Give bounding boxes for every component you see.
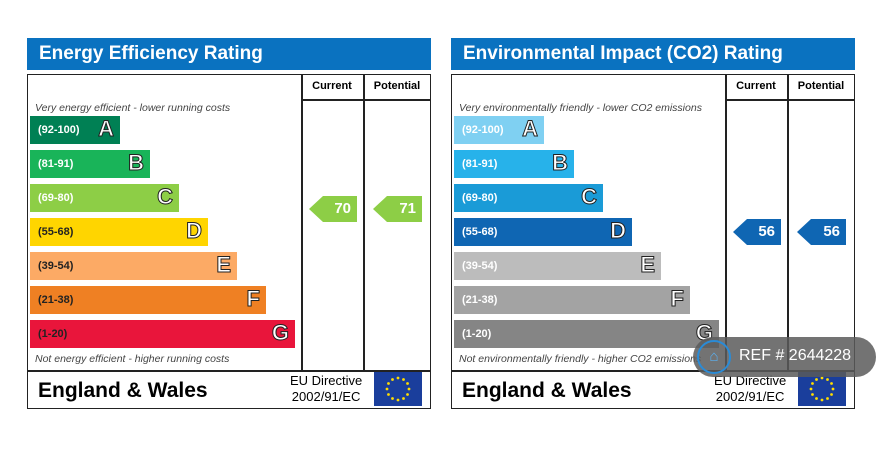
- band-range: (69-80): [38, 192, 74, 204]
- rating-table: Current Potential Very energy efficient …: [27, 74, 431, 409]
- ref-text: REF # 2644228: [739, 347, 852, 364]
- band-letter: A: [522, 116, 539, 142]
- potential-header: Potential: [373, 80, 421, 92]
- top-note: Very environmentally friendly - lower CO…: [459, 102, 702, 114]
- band-range: (21-38): [38, 294, 74, 306]
- current-rating-arrow: 56: [733, 219, 781, 245]
- potential-rating-arrow: 56: [797, 219, 846, 245]
- eu-line1: EU Directive: [290, 373, 363, 388]
- divider: [363, 75, 365, 370]
- band-letter: B: [128, 150, 145, 176]
- divider: [301, 75, 303, 370]
- eu-directive: EU Directive 2002/91/EC: [290, 373, 362, 405]
- energy-efficiency-panel: Energy Efficiency Rating Current Potenti…: [27, 38, 431, 410]
- band-g: (1-20) G: [454, 320, 719, 348]
- band-b: (81-91) B: [454, 150, 574, 178]
- divider: [787, 75, 789, 370]
- panel-title: Energy Efficiency Rating: [27, 38, 431, 70]
- eu-flag-icon: [374, 372, 422, 406]
- band-c: (69-80) C: [30, 184, 179, 212]
- band-range: (55-68): [462, 226, 498, 238]
- band-d: (55-68) D: [454, 218, 632, 246]
- band-range: (21-38): [462, 294, 498, 306]
- home-icon: ⌂: [697, 340, 731, 374]
- band-letter: F: [246, 286, 260, 312]
- bottom-note: Not energy efficient - higher running co…: [35, 353, 230, 365]
- band-e: (39-54) E: [454, 252, 661, 280]
- eu-line2: 2002/91/EC: [715, 389, 785, 404]
- band-f: (21-38) F: [30, 286, 266, 314]
- band-c: (69-80) C: [454, 184, 603, 212]
- band-range: (81-91): [38, 158, 74, 170]
- panel-title: Environmental Impact (CO2) Rating: [451, 38, 855, 70]
- band-d: (55-68) D: [30, 218, 208, 246]
- divider: [28, 370, 430, 372]
- current-rating-arrow: 70: [309, 196, 357, 222]
- top-note: Very energy efficient - lower running co…: [35, 102, 231, 114]
- eu-flag-icon: [798, 372, 846, 406]
- band-letter: G: [271, 320, 289, 346]
- band-letter: D: [186, 218, 203, 244]
- band-letter: E: [216, 252, 232, 278]
- band-range: (1-20): [462, 328, 492, 340]
- band-range: (69-80): [462, 192, 498, 204]
- band-letter: C: [581, 184, 598, 210]
- band-range: (55-68): [38, 226, 74, 238]
- current-header: Current: [312, 80, 352, 92]
- divider: [725, 99, 855, 101]
- environmental-impact-panel: Environmental Impact (CO2) Rating Curren…: [451, 38, 855, 410]
- band-letter: C: [157, 184, 174, 210]
- band-g: (1-20) G: [30, 320, 295, 348]
- band-range: (81-91): [462, 158, 498, 170]
- band-letter: A: [98, 116, 115, 142]
- footer-region: England & Wales: [38, 379, 208, 402]
- potential-header: Potential: [797, 80, 845, 92]
- band-range: (92-100): [38, 124, 80, 136]
- band-b: (81-91) B: [30, 150, 150, 178]
- band-range: (1-20): [38, 328, 68, 340]
- ref-badge: ⌂ REF # 2644228: [693, 337, 876, 377]
- band-a: (92-100) A: [454, 116, 544, 144]
- band-letter: D: [610, 218, 627, 244]
- band-a: (92-100) A: [30, 116, 120, 144]
- band-letter: B: [552, 150, 569, 176]
- divider: [301, 99, 431, 101]
- divider: [725, 75, 727, 370]
- band-range: (92-100): [462, 124, 504, 136]
- band-f: (21-38) F: [454, 286, 690, 314]
- current-header: Current: [736, 80, 776, 92]
- bottom-note: Not environmentally friendly - higher CO…: [459, 353, 702, 365]
- potential-rating-arrow: 71: [373, 196, 422, 222]
- divider: [452, 370, 854, 372]
- band-e: (39-54) E: [30, 252, 237, 280]
- footer-region: England & Wales: [462, 379, 632, 402]
- band-range: (39-54): [462, 260, 498, 272]
- eu-line2: 2002/91/EC: [291, 389, 361, 404]
- band-range: (39-54): [38, 260, 74, 272]
- eu-directive: EU Directive 2002/91/EC: [714, 373, 786, 405]
- band-letter: E: [640, 252, 656, 278]
- band-letter: F: [670, 286, 684, 312]
- rating-table: Current Potential Very environmentally f…: [451, 74, 855, 409]
